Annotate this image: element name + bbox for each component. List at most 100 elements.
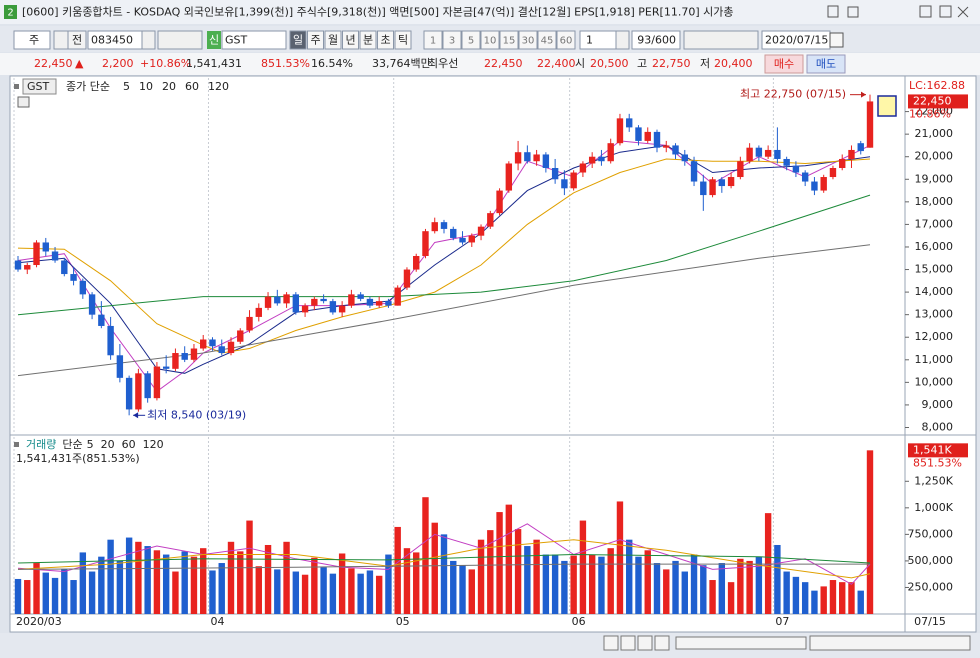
candle-body [811,181,818,191]
low: 20,400 [714,57,753,70]
tool-icons[interactable] [683,30,759,50]
buy-button[interactable] [764,54,804,74]
interval-button[interactable] [423,30,443,50]
candle-body [690,161,698,182]
candle-body [255,307,262,317]
candle-body [727,177,735,187]
volume-bar [61,569,68,614]
interval-button[interactable] [442,30,462,50]
btn[interactable] [637,635,653,651]
icon-buttons[interactable] [157,30,203,50]
volume-bar [626,539,633,614]
period-button[interactable] [394,30,412,50]
volume-bar [366,570,374,614]
interval-button[interactable] [518,30,538,50]
volume-bar [116,560,124,614]
volume-bar [820,586,827,614]
candle-body [829,168,837,178]
period: 초 [380,34,390,47]
candle-body [737,161,744,178]
btn[interactable] [919,5,932,18]
volume-bar [413,552,420,614]
dropdown[interactable] [141,30,156,50]
y-tick-label: 15,000 [915,263,954,276]
calendar[interactable] [829,32,844,48]
interval: 15 [503,36,516,47]
btn[interactable] [654,635,670,651]
candle-body [366,298,374,306]
candle-body [792,165,800,173]
period-button[interactable] [324,30,342,50]
interval-button[interactable] [499,30,519,50]
candle-body [570,172,577,189]
volume-bar [79,552,87,614]
best: 최우선 [428,57,458,70]
volume-bar [709,580,716,614]
candle-body [588,156,596,164]
last-volume: 1,541K [913,443,952,456]
volume-bar [292,571,300,614]
candle-body [561,179,568,189]
dropdown[interactable] [53,30,69,50]
volume-bar [172,571,179,614]
moving-average [17,144,871,374]
side-label: LC:162.88 [909,79,965,92]
volume-bar [644,550,651,614]
candle-body [88,294,96,315]
volume-bar [394,526,401,614]
prev-btn[interactable] [67,30,87,50]
count: 1 [586,34,593,47]
slider[interactable] [675,636,807,650]
change: 2,200 [102,57,134,70]
candle-body [857,143,864,152]
y-tick-label: 17,000 [915,217,954,230]
x-tick-label: 06 [572,615,586,628]
candle-body [783,158,790,166]
title-bar [0,0,980,24]
candle-body [162,366,170,369]
close[interactable] [957,6,969,18]
candle-body [125,377,133,410]
btn[interactable] [847,6,859,18]
volume-bar [792,576,800,614]
candle-body [200,339,207,349]
name-input[interactable] [221,30,287,50]
period-button[interactable] [307,30,324,50]
legend-box [22,78,57,95]
btn[interactable] [620,635,636,651]
panel-title: 거래량 [26,438,56,451]
volume-bar [496,512,503,614]
legend-entry: 60 [122,438,136,451]
candle-body [274,296,281,304]
btn[interactable] [603,635,619,651]
unit-select[interactable] [13,30,51,50]
interval: 45 [541,36,554,47]
interval-button[interactable] [556,30,576,50]
btn[interactable] [827,5,839,18]
volume-bar [866,450,874,614]
candle-body [866,101,874,148]
candle-body [283,294,290,304]
interval-button[interactable] [480,30,500,50]
interval-button[interactable] [461,30,481,50]
volume-bar [857,590,864,614]
sell-button[interactable] [806,54,846,74]
period-button[interactable] [377,30,394,50]
period-button[interactable] [289,30,307,50]
tool-icons[interactable] [809,635,971,651]
volume-bar [468,569,475,614]
period-button[interactable] [342,30,359,50]
interval-button[interactable] [537,30,557,50]
volume-bar [24,580,31,614]
btn[interactable] [939,5,952,18]
volume-bar [144,546,151,614]
period-button[interactable] [359,30,377,50]
legend-square [14,442,19,447]
spinner[interactable] [615,30,630,50]
candle-body [681,154,688,162]
volume-bar [125,537,133,614]
low-label: 저 [700,57,710,70]
volume-bar [385,554,392,614]
bid: 22,400 [537,57,576,70]
volume-bar [700,565,707,614]
